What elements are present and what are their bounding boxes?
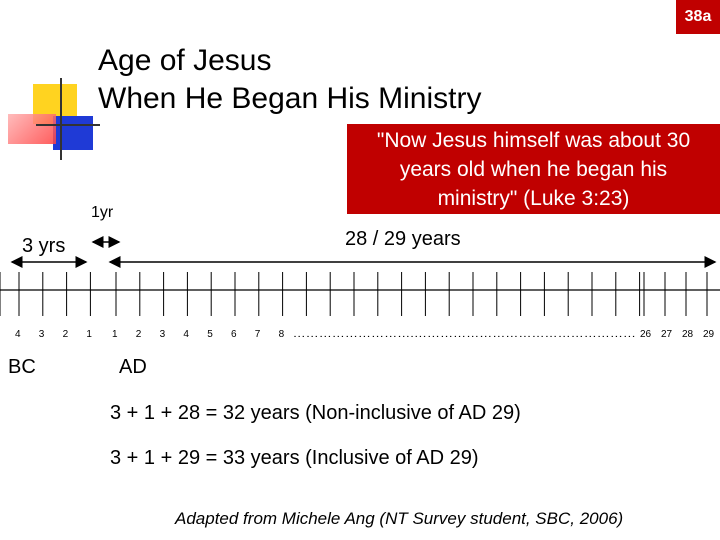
- tick-label-ad-29: 29: [703, 329, 715, 340]
- tick-label-ad-8: 8: [279, 329, 285, 340]
- timeline-diagram: 4 3 2 1 1 2 3 4 5 6 7 8 26 27 28 29 ……………………….……………………………: [0, 236, 720, 340]
- timeline-tick-labels: 4 3 2 1 1 2 3 4 5 6 7 8 26 27 28 29 ……………………….……………………………: [15, 329, 715, 340]
- bc-label: BC: [8, 356, 36, 378]
- slide-number-badge: 38a: [676, 0, 720, 34]
- title-line-1: Age of Jesus: [98, 44, 272, 77]
- tick-label-ad-28: 28: [682, 329, 694, 340]
- equation-non-inclusive: 3 + 1 + 28 = 32 years (Non-inclusive of …: [110, 402, 521, 424]
- deco-vertical-line: [60, 78, 62, 160]
- tick-label-bc-2: 2: [63, 329, 69, 340]
- tick-label-ad-5: 5: [207, 329, 213, 340]
- twenty-eight-twenty-nine-years-label: 28 / 29 years: [345, 228, 461, 250]
- scripture-quote-text: "Now Jesus himself was about 30 years ol…: [376, 128, 691, 210]
- decorative-squares: [0, 0, 100, 170]
- tick-label-bc-3: 3: [39, 329, 45, 340]
- tick-label-ad-27: 27: [661, 329, 673, 340]
- timeline-ticks: [0, 272, 708, 316]
- tick-label-ad-7: 7: [255, 329, 261, 340]
- three-years-label: 3 yrs: [22, 235, 66, 257]
- equation-inclusive: 3 + 1 + 29 = 33 years (Inclusive of AD 2…: [110, 447, 479, 469]
- title-line-2: When He Began His Ministry: [98, 82, 482, 115]
- tick-label-ad-26: 26: [640, 329, 652, 340]
- tick-label-bc-1: 1: [86, 329, 92, 340]
- tick-label-ad-4: 4: [183, 329, 189, 340]
- tick-label-ad-6: 6: [231, 329, 237, 340]
- scripture-quote-box: "Now Jesus himself was about 30 years ol…: [347, 124, 720, 214]
- deco-red-square: [8, 114, 56, 144]
- tick-label-ad-2: 2: [136, 329, 142, 340]
- tick-label-ad-3: 3: [160, 329, 166, 340]
- one-year-label: 1yr: [91, 204, 114, 221]
- deco-blue-square: [53, 116, 93, 150]
- page-title: Age of Jesus When He Began His Ministry: [98, 42, 481, 118]
- credit-note: Adapted from Michele Ang (NT Survey stud…: [175, 509, 624, 528]
- tick-label-ad-1: 1: [112, 329, 118, 340]
- tick-label-bc-4: 4: [15, 329, 21, 340]
- deco-horizontal-line: [36, 124, 100, 126]
- ad-label: AD: [119, 356, 147, 378]
- timeline-ellipsis: ……………………….……………………………………………: [293, 329, 636, 340]
